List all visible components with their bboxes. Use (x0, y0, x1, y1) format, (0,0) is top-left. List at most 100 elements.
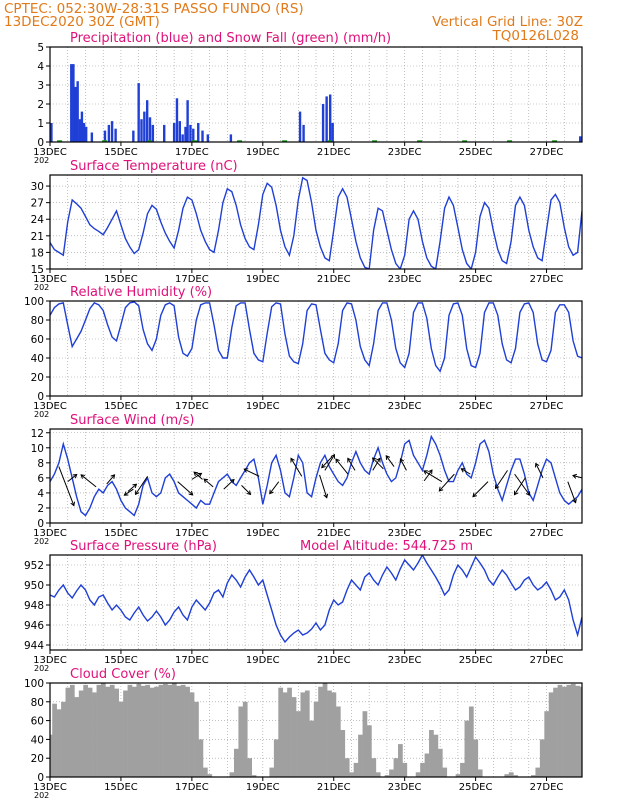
cloud-bar (535, 767, 541, 777)
wind-arrow-head (438, 486, 444, 492)
cloud-bar (398, 744, 403, 777)
panel-title: Surface Wind (m/s) (70, 413, 194, 428)
cloud-bar (402, 762, 408, 777)
precip-bar (82, 123, 86, 142)
wind-arrow-head (188, 490, 194, 496)
wind-arrow-head (428, 469, 433, 475)
cloud-bar (375, 772, 381, 777)
y-tick-label: 1 (37, 118, 44, 130)
x-tick-label: 23DEC (388, 528, 422, 539)
precip-bar (145, 100, 149, 142)
x-year-stub: 202 (34, 664, 49, 673)
cloud-bar (353, 762, 359, 777)
precip-bar (163, 124, 166, 142)
cloud-bar (442, 767, 448, 777)
wind-arrow-head (80, 474, 86, 479)
x-tick-label: 25DEC (459, 782, 493, 793)
cloud-bar (65, 687, 71, 777)
wind-arrow (203, 478, 214, 488)
precip-bar (328, 94, 332, 142)
wind-arrow-head (371, 457, 377, 463)
cloud-bar (318, 686, 323, 777)
precip-bar (137, 83, 140, 142)
y-tick-label: 15 (31, 264, 44, 276)
cloud-bar (282, 692, 288, 777)
wind-arrow (223, 479, 235, 490)
y-tick-label: 60 (31, 334, 44, 346)
x-tick-label: 13DEC (33, 655, 67, 666)
x-year-stub: 202 (34, 410, 49, 419)
precip-bar (76, 81, 79, 142)
x-tick-label: 13DEC (33, 782, 67, 793)
cloud-bar (176, 685, 182, 777)
model-altitude-annotation: Model Altitude: 544.725 m (300, 539, 473, 554)
cloud-bar (366, 725, 372, 777)
y-tick-label: 4 (37, 61, 44, 73)
cloud-bar (313, 701, 319, 777)
cloud-bar (189, 692, 195, 777)
x-tick-label: 21DEC (317, 274, 351, 285)
x-tick-label: 19DEC (246, 401, 280, 412)
x-tick-label: 15DEC (104, 147, 138, 158)
wind-arrow (335, 458, 349, 475)
header-line1-left: CPTEC: 052:30W-28:31S PASSO FUNDO (RS) (4, 1, 304, 17)
y-tick-label: 5 (37, 42, 44, 54)
cloud-bar (83, 684, 88, 777)
precip-bar (90, 132, 94, 142)
wind-arrow-head (494, 484, 500, 490)
x-tick-label: 21DEC (317, 782, 351, 793)
wind-vectors (58, 453, 583, 507)
wind-arrow-head (460, 468, 466, 473)
y-tick-label: 18 (31, 247, 44, 259)
y-tick-label: 2 (37, 503, 44, 515)
x-year-stub: 202 (34, 537, 49, 546)
x-year-stub: 202 (34, 791, 49, 800)
precip-bar (151, 124, 155, 142)
cloud-bar (291, 697, 297, 777)
wind-arrow-head (572, 498, 577, 504)
x-tick-label: 13DEC (33, 528, 67, 539)
wind-arrow-head (335, 458, 340, 464)
cloud-bar (327, 690, 332, 777)
precip-bar (70, 64, 73, 142)
precip-bar (107, 124, 111, 142)
wind-arrow (321, 456, 333, 468)
wind-arrow (438, 473, 455, 492)
panel-border (49, 554, 583, 651)
wind-arrow (319, 474, 328, 498)
panel-3: 0 20 40 60 80 100 13DEC 15DEC 17DEC 19DEC 21DEC 23D… (24, 285, 583, 419)
cloud-bar (100, 683, 106, 777)
x-tick-label: 21DEC (317, 147, 351, 158)
wind-arrow-head (197, 472, 203, 478)
cloud-bar (278, 687, 284, 777)
y-tick-label: 948 (24, 600, 44, 612)
precip-bar (103, 130, 107, 142)
cloud-bar (508, 772, 514, 777)
x-tick-label: 17DEC (175, 782, 209, 793)
cloud-bar (233, 748, 239, 777)
wind-arrow-head (110, 474, 116, 479)
header-line3-right: TQ0126L028 (491, 28, 579, 44)
cloud-bar (118, 701, 124, 777)
x-tick-label: 15DEC (104, 528, 138, 539)
precip-bar (178, 121, 182, 142)
x-tick-label: 13DEC (33, 147, 67, 158)
precip-bar (143, 111, 146, 142)
cloud-bar (61, 701, 66, 777)
wind-arrow (347, 458, 356, 471)
cloud-bar (185, 686, 190, 777)
cloud-bar (123, 690, 128, 777)
y-tick-label: 40 (31, 353, 44, 365)
precip-bar (206, 134, 210, 142)
y-tick-label: 20 (31, 753, 44, 765)
y-tick-label: 3 (37, 80, 44, 92)
cloud-bar (393, 758, 399, 777)
x-tick-label: 21DEC (317, 401, 351, 412)
cloud-bar (69, 684, 75, 777)
panel-5: 944 946 948 950 952 13DEC 15DEC 17DEC 19DEC 21DEC… (24, 539, 583, 673)
y-tick-label: 100 (24, 678, 44, 690)
cloud-bar (92, 692, 97, 777)
wind-arrow (423, 470, 443, 483)
x-tick-label: 15DEC (104, 782, 138, 793)
